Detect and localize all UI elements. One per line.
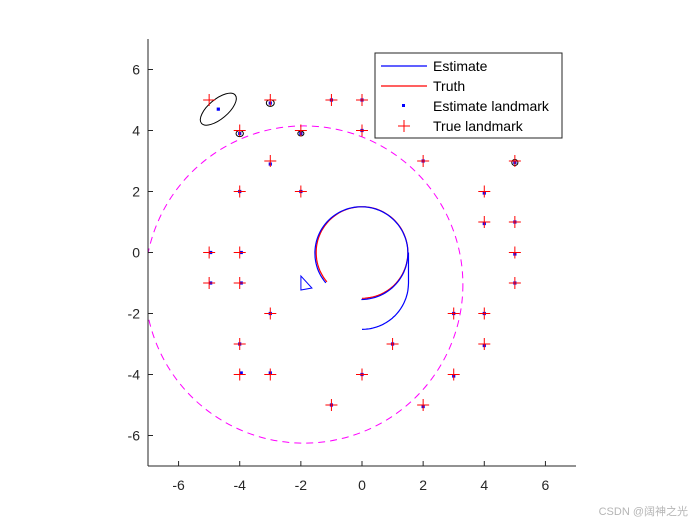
- true-landmark-point: [356, 94, 368, 106]
- x-tick-label: -4: [233, 477, 246, 493]
- x-tick-label: 0: [358, 477, 366, 493]
- true-landmark-point: [203, 277, 216, 289]
- robot-pose-marker: [300, 274, 313, 291]
- y-tick-label: -6: [128, 428, 141, 444]
- true-landmark-point: [417, 155, 430, 167]
- plot-area: [148, 92, 521, 444]
- sensor-range-circle: [148, 125, 464, 444]
- estimate-landmark-point: [216, 107, 220, 111]
- true-landmark-point: [325, 399, 338, 411]
- x-tick-label: 6: [542, 477, 550, 493]
- true-landmark-point: [264, 368, 277, 381]
- y-tick-label: -2: [128, 306, 141, 322]
- legend-true-landmark-marker: [398, 120, 410, 132]
- true-landmark-point: [203, 246, 216, 259]
- true-landmark-point: [294, 185, 307, 198]
- true-landmark-point: [233, 277, 246, 289]
- true-landmark-point: [386, 338, 399, 350]
- true-landmark-point: [356, 124, 368, 137]
- true-landmark-point: [233, 368, 246, 381]
- true-landmark-point: [478, 185, 491, 198]
- y-tick-label: 2: [132, 184, 140, 200]
- true-landmark-point: [264, 155, 277, 167]
- true-landmark-point: [325, 94, 338, 106]
- y-tick-label: 0: [132, 245, 140, 261]
- true-landmark-point: [264, 94, 277, 106]
- x-tick-label: 2: [419, 477, 427, 493]
- y-tick-label: -4: [128, 367, 141, 383]
- legend-estimate-landmark-label: Estimate landmark: [433, 98, 550, 114]
- true-landmark-point: [508, 246, 521, 259]
- watermark: CSDN @阔神之光: [598, 506, 688, 518]
- legend-box: [374, 52, 563, 139]
- x-tick-label: 4: [480, 477, 488, 493]
- x-tick-label: -6: [172, 477, 185, 493]
- true-landmark-point: [233, 124, 246, 137]
- true-landmark-point: [417, 399, 430, 411]
- legend-truth-label: Truth: [433, 78, 465, 94]
- true-landmark-point: [447, 307, 460, 320]
- covariance-ellipse: [199, 92, 237, 126]
- y-tick-label: 6: [132, 62, 140, 78]
- y-tick-label: 4: [132, 123, 140, 139]
- true-landmark-point: [203, 94, 216, 106]
- estimate-trajectory-tail: [361, 252, 410, 330]
- true-landmark-point: [233, 246, 246, 259]
- estimate-trajectory: [314, 206, 409, 301]
- axes: -6 -4 -2 0 2 4 6 -6 -4 -2 0 2 4 6: [128, 39, 576, 493]
- legend: Estimate Truth Estimate landmark True la…: [374, 52, 563, 139]
- x-tick-label: -2: [295, 477, 308, 493]
- true-landmark-point: [233, 338, 246, 350]
- true-landmark-point: [478, 216, 491, 228]
- true-landmark-point: [478, 307, 491, 320]
- estimate-landmark-point: [239, 371, 243, 375]
- true-landmark-point: [356, 368, 368, 381]
- true-landmark-point: [233, 185, 246, 198]
- true-landmark-point: [294, 124, 307, 137]
- true-landmark-point: [508, 216, 521, 228]
- true-landmark-point: [478, 338, 491, 350]
- true-landmark-point: [508, 277, 521, 289]
- legend-estimate-label: Estimate: [433, 58, 488, 74]
- plot-content: [148, 92, 521, 444]
- true-landmark-point: [264, 307, 277, 320]
- true-landmark-point: [508, 155, 521, 167]
- legend-true-landmark-label: True landmark: [433, 118, 524, 134]
- true-landmark-point: [447, 368, 460, 381]
- legend-estimate-landmark-marker: [402, 104, 405, 107]
